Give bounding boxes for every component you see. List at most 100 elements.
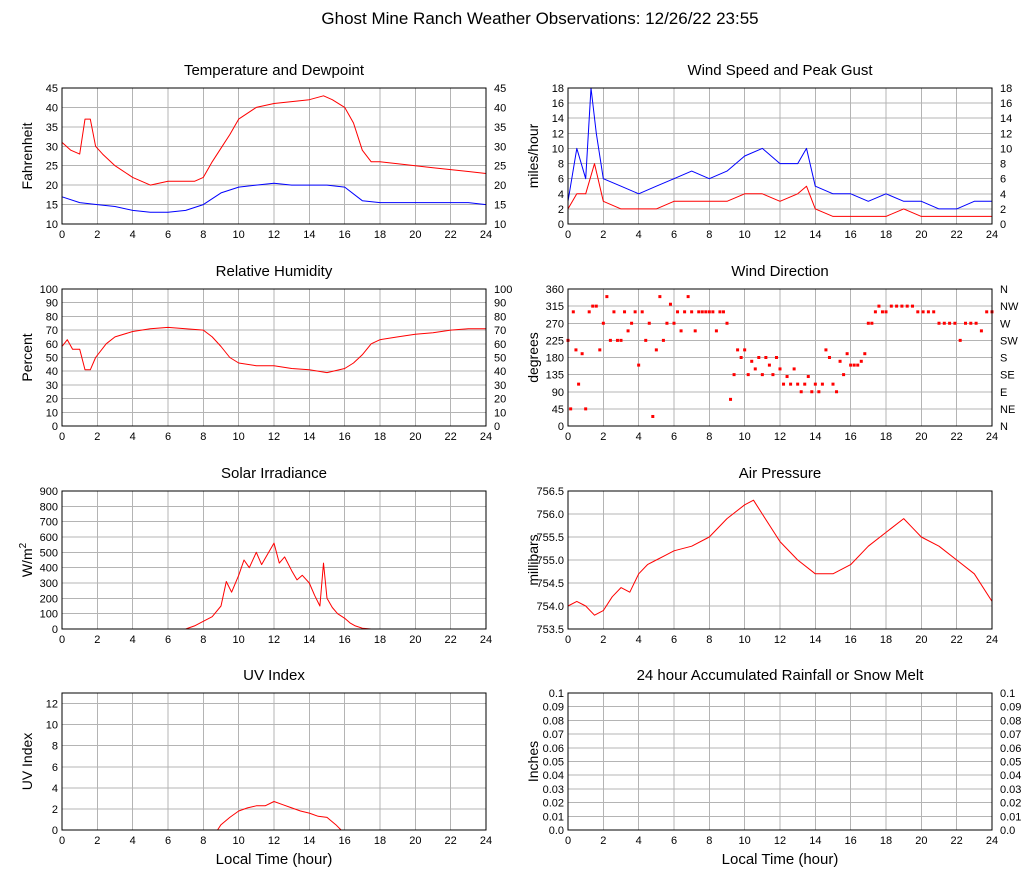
x-tick-label: 18 bbox=[880, 229, 892, 241]
x-tick-label: 16 bbox=[339, 835, 351, 847]
y-tick-label-right: 40 bbox=[494, 366, 506, 378]
x-tick-label: 0 bbox=[59, 229, 65, 241]
data-point bbox=[856, 363, 860, 367]
y-tick-label-right: 20 bbox=[494, 180, 506, 192]
data-point bbox=[916, 310, 920, 314]
data-point bbox=[577, 382, 581, 386]
y-tick-label-right: SW bbox=[1000, 335, 1018, 347]
y-tick-label-right: N bbox=[1000, 421, 1008, 433]
x-tick-label: 8 bbox=[200, 634, 206, 646]
plot-frame bbox=[61, 87, 487, 225]
chart-title: Relative Humidity bbox=[216, 263, 333, 280]
y-tick-label-right: 70 bbox=[494, 325, 506, 337]
data-point bbox=[866, 321, 870, 325]
data-point bbox=[668, 302, 672, 306]
data-point bbox=[778, 367, 782, 371]
y-tick-label-right: 60 bbox=[494, 339, 506, 351]
x-tick-label: 6 bbox=[671, 835, 677, 847]
y-tick-label: 0.0 bbox=[549, 825, 564, 837]
x-tick-label: 24 bbox=[480, 431, 492, 443]
x-tick-label: 6 bbox=[165, 835, 171, 847]
x-tick-label: 6 bbox=[165, 229, 171, 241]
data-point bbox=[774, 356, 778, 359]
y-tick-label: 300 bbox=[40, 578, 58, 590]
data-point bbox=[633, 310, 637, 314]
y-tick-label: 180 bbox=[546, 353, 564, 365]
data-point bbox=[895, 304, 899, 308]
y-tick-label-right: SE bbox=[1000, 370, 1015, 382]
y-tick-label-right: 0.06 bbox=[1000, 743, 1021, 755]
data-point bbox=[838, 359, 842, 363]
y-tick-label-right: 12 bbox=[1000, 128, 1012, 140]
data-point bbox=[979, 329, 983, 333]
y-tick-label: 6 bbox=[558, 174, 564, 186]
y-tick-label: 30 bbox=[46, 141, 58, 153]
x-tick-label: 10 bbox=[739, 431, 751, 443]
y-tick-label: 10 bbox=[552, 143, 564, 155]
data-point bbox=[870, 321, 874, 325]
x-tick-label: 0 bbox=[59, 835, 65, 847]
y-tick-label: 12 bbox=[552, 128, 564, 140]
y-tick-label-right: 45 bbox=[494, 83, 506, 95]
x-tick-label: 20 bbox=[409, 229, 421, 241]
data-point bbox=[591, 304, 595, 308]
data-point bbox=[594, 304, 598, 308]
y-tick-label: 45 bbox=[552, 404, 564, 416]
series-uv-index bbox=[62, 801, 486, 831]
y-axis-label-superscript: 2 bbox=[18, 542, 29, 548]
x-tick-label: 22 bbox=[445, 229, 457, 241]
y-tick-label-right: 0.04 bbox=[1000, 770, 1021, 782]
y-axis-label-text: Percent bbox=[19, 333, 35, 381]
y-tick-label-right: E bbox=[1000, 387, 1007, 399]
x-tick-label: 14 bbox=[809, 229, 821, 241]
y-tick-label: 400 bbox=[40, 563, 58, 575]
y-tick-label: 360 bbox=[546, 284, 564, 296]
x-tick-label: 18 bbox=[374, 229, 386, 241]
x-tick-label: 2 bbox=[94, 835, 100, 847]
y-tick-label: 45 bbox=[46, 83, 58, 95]
series-relative-humidity bbox=[61, 326, 486, 374]
x-tick-label: 24 bbox=[986, 431, 998, 443]
data-point bbox=[690, 310, 694, 314]
data-point bbox=[757, 356, 761, 359]
y-tick-label: 0.1 bbox=[549, 688, 564, 700]
y-tick-label-right: 0.1 bbox=[1000, 688, 1015, 700]
data-point bbox=[574, 348, 578, 352]
y-tick-label: 30 bbox=[46, 380, 58, 392]
y-tick-label-right: 8 bbox=[1000, 159, 1006, 171]
y-tick-label-right: 20 bbox=[494, 394, 506, 406]
data-point bbox=[760, 373, 764, 377]
y-tick-label-right: NW bbox=[1000, 301, 1019, 313]
y-tick-label-right: N bbox=[1000, 284, 1008, 296]
y-tick-label-right: 100 bbox=[494, 284, 512, 296]
x-tick-label: 12 bbox=[774, 634, 786, 646]
y-tick-label: 0 bbox=[52, 421, 58, 433]
y-tick-label: 753.5 bbox=[536, 624, 564, 636]
data-point bbox=[679, 329, 683, 333]
x-tick-label: 10 bbox=[233, 835, 245, 847]
data-point bbox=[571, 310, 575, 314]
x-tick-label: 14 bbox=[303, 835, 315, 847]
x-tick-label: 0 bbox=[565, 835, 571, 847]
x-tick-label: 24 bbox=[986, 835, 998, 847]
x-tick-label: 16 bbox=[845, 229, 857, 241]
data-point bbox=[700, 310, 704, 314]
y-axis-label-text: Fahrenheit bbox=[19, 122, 35, 189]
data-point bbox=[937, 321, 941, 325]
data-point bbox=[859, 359, 863, 363]
chart-rainfall: 24 hour Accumulated Rainfall or Snow Mel… bbox=[525, 667, 1021, 868]
chart-title: UV Index bbox=[243, 667, 305, 684]
data-point bbox=[911, 304, 914, 308]
x-tick-label: 24 bbox=[480, 835, 492, 847]
x-tick-label: 22 bbox=[445, 835, 457, 847]
x-tick-label: 8 bbox=[706, 835, 712, 847]
x-tick-label: 2 bbox=[600, 229, 606, 241]
y-tick-label-right: S bbox=[1000, 353, 1007, 365]
y-tick-label: 12 bbox=[46, 699, 58, 711]
x-tick-label: 18 bbox=[880, 835, 892, 847]
y-tick-label: 40 bbox=[46, 366, 58, 378]
y-tick-label-right: 0.08 bbox=[1000, 715, 1021, 727]
